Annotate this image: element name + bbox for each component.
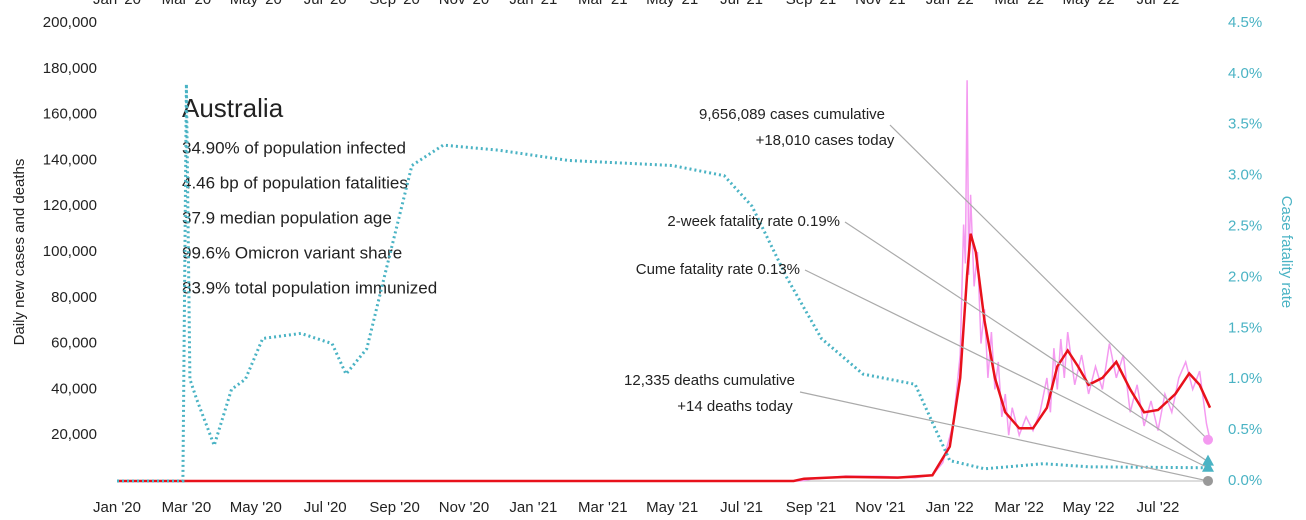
info-line: 37.9 median population age [182, 208, 392, 227]
y2-tick-label: 1.5% [1228, 319, 1262, 336]
y2-tick-label: 3.5% [1228, 116, 1262, 133]
y2-axis-title: Case fatality rate [1278, 196, 1295, 309]
chart-title: Australia [182, 93, 284, 123]
x-tick-label: May '20 [230, 499, 282, 516]
x-tick-label: May '21 [646, 499, 698, 516]
y-tick-label: 140,000 [43, 151, 97, 168]
x-tick-label-top: May '22 [1063, 0, 1115, 8]
y-tick-label: 200,000 [43, 14, 97, 31]
leader-line [799, 391, 1209, 482]
x-tick-label-top: Mar '22 [994, 0, 1044, 8]
x-tick-label: Mar '20 [162, 499, 212, 516]
annotation: 12,335 deaths cumulative [624, 372, 795, 389]
y-tick-label: 60,000 [51, 335, 97, 352]
y-axis-title: Daily new cases and deaths [11, 159, 28, 346]
annotation: +14 deaths today [677, 398, 793, 415]
y2-tick-label: 4.5% [1228, 14, 1262, 31]
series-line [117, 233, 1212, 483]
x-tick-label-top: Nov '21 [855, 0, 905, 8]
y-tick-label: 100,000 [43, 243, 97, 260]
y2-tick-label: 3.0% [1228, 167, 1262, 184]
end-marker [1203, 475, 1213, 486]
x-tick-label: May '22 [1063, 499, 1115, 516]
info-line: 83.9% total population immunized [182, 278, 437, 297]
annotation: Cume fatality rate 0.13% [636, 261, 800, 278]
info-line: 34.90% of population infected [182, 138, 406, 157]
info-line: 99.6% Omicron variant share [182, 243, 402, 262]
end-marker [1202, 454, 1214, 466]
x-tick-label-top: Jan '21 [509, 0, 557, 8]
y-tick-label: 20,000 [51, 426, 97, 443]
y2-tick-label: 0.0% [1228, 472, 1262, 489]
x-tick-label: Jan '21 [509, 499, 557, 516]
x-tick-label-top: May '20 [230, 0, 282, 8]
leader-line [844, 221, 1209, 463]
x-tick-label: Sep '21 [786, 499, 836, 516]
x-tick-label-top: Mar '20 [162, 0, 212, 8]
annotation: 2-week fatality rate 0.19% [667, 213, 840, 230]
x-tick-label: Jul '21 [720, 499, 763, 516]
x-tick-label-top: Sep '20 [369, 0, 419, 8]
x-tick-label-top: May '21 [646, 0, 698, 8]
leader-line [804, 269, 1209, 469]
series-line [117, 80, 1211, 482]
x-tick-label-top: Jan '20 [93, 0, 141, 8]
y-tick-label: 160,000 [43, 106, 97, 123]
x-tick-label: Jul '22 [1137, 499, 1180, 516]
annotation: +18,010 cases today [756, 132, 895, 149]
y-tick-label: 40,000 [51, 380, 97, 397]
x-tick-label-top: Jul '20 [304, 0, 347, 8]
y2-tick-label: 2.5% [1228, 218, 1262, 235]
x-tick-label-top: Jul '22 [1137, 0, 1180, 8]
y2-tick-label: 4.0% [1228, 65, 1262, 82]
x-tick-label-top: Nov '20 [439, 0, 489, 8]
info-line: 4.46 bp of population fatalities [182, 173, 408, 192]
leader-line [889, 124, 1209, 441]
y-tick-label: 80,000 [51, 289, 97, 306]
end-marker [1202, 460, 1214, 472]
annotation: 9,656,089 cases cumulative [699, 106, 885, 123]
x-tick-label-top: Jul '21 [720, 0, 763, 8]
end-marker [1203, 434, 1213, 445]
y2-tick-label: 1.0% [1228, 370, 1262, 387]
y-tick-label: 120,000 [43, 197, 97, 214]
x-tick-label: Jan '22 [926, 499, 974, 516]
x-tick-label-top: Jan '22 [926, 0, 974, 8]
x-tick-label: Sep '20 [369, 499, 419, 516]
x-tick-label-top: Sep '21 [786, 0, 836, 8]
x-tick-label: Nov '21 [855, 499, 905, 516]
x-tick-label: Mar '22 [994, 499, 1044, 516]
x-tick-label: Nov '20 [439, 499, 489, 516]
y2-tick-label: 0.5% [1228, 421, 1262, 438]
x-tick-label: Jul '20 [304, 499, 347, 516]
y2-tick-label: 2.0% [1228, 268, 1262, 285]
x-tick-label-top: Mar '21 [578, 0, 628, 8]
y-tick-label: 180,000 [43, 60, 97, 77]
x-tick-label: Mar '21 [578, 499, 628, 516]
x-tick-label: Jan '20 [93, 499, 141, 516]
